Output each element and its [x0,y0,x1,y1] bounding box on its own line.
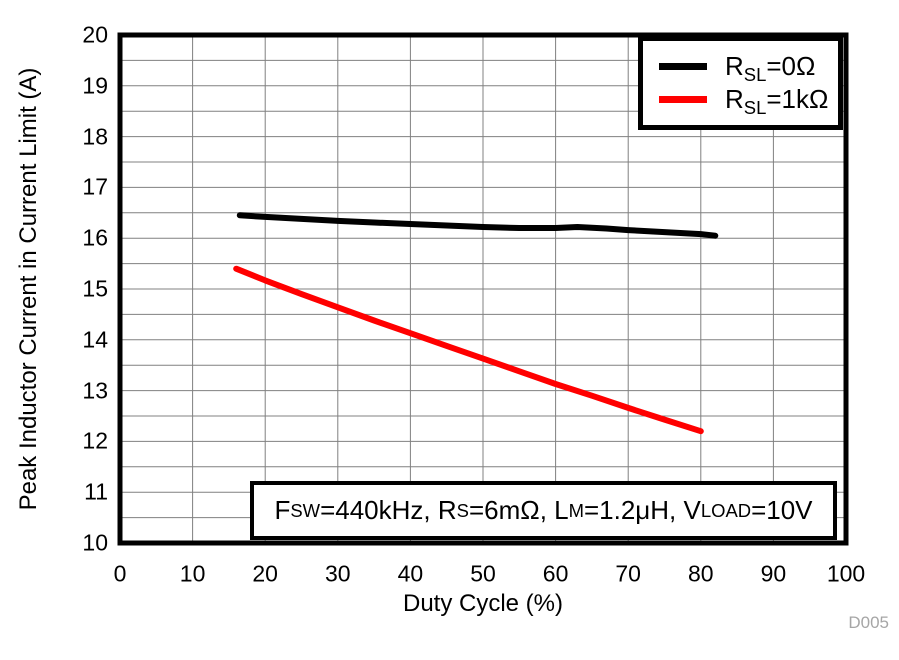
legend-item: RSL=1kΩ [659,84,838,119]
x-tick-label: 40 [397,560,424,587]
legend-line-swatch-black [659,63,707,71]
x-tick-label: 60 [542,560,569,587]
x-tick-label: 80 [688,560,714,587]
legend-line-swatch-red [659,95,707,103]
y-tick-label: 13 [82,377,108,404]
y-tick-label: 11 [84,478,108,505]
conditions-annotation: F SW =440kHz, R S =6mΩ, L M =1.2μH, V LOAD =10V [250,481,837,540]
x-tick-label: 30 [325,560,351,587]
plot-id-watermark: D005 [848,613,889,632]
y-tick-label: 10 [82,529,108,556]
series-line-0 [236,212,719,239]
x-tick-label: 70 [615,560,641,587]
y-tick-label: 20 [82,21,108,48]
x-axis-title: Duty Cycle (%) [402,590,564,617]
y-axis-title: Peak Inductor Current in Current Limit (… [15,67,42,511]
series-line-1 [233,265,704,435]
x-tick-label: 10 [179,560,206,587]
y-tick-label: 19 [82,72,108,99]
legend-item: RSL=0Ω [659,51,838,86]
plot-frame [117,32,849,546]
legend-label: RSL=1kΩ [725,84,829,119]
x-tick-label: 90 [760,560,787,587]
y-tick-label: 12 [82,427,108,454]
x-tick-label: 50 [470,560,496,587]
y-tick-label: 14 [82,326,108,353]
y-tick-label: 18 [82,123,108,150]
legend: RSL=0Ω RSL=1kΩ [638,36,843,130]
y-tick-label: 15 [82,275,108,302]
legend-label: RSL=0Ω [725,51,816,86]
x-tick-label: 0 [113,560,127,587]
y-tick-label: 17 [82,173,108,200]
x-tick-label: 100 [826,560,866,587]
x-tick-label: 20 [252,560,278,587]
y-tick-label: 16 [82,224,108,251]
